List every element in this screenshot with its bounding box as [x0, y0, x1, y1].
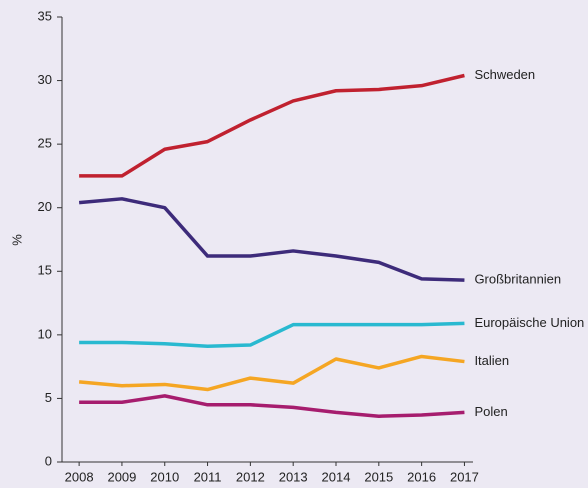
y-tick-label: 0	[45, 453, 52, 468]
x-tick-label: 2011	[194, 469, 222, 484]
x-tick-label: 2012	[236, 469, 265, 484]
y-tick-label: 30	[38, 72, 52, 87]
series-line	[78, 197, 465, 282]
y-tick-label: 10	[38, 326, 52, 341]
legend-label: Polen	[474, 404, 507, 419]
legend-label: Italien	[474, 353, 509, 368]
legend-label: Europäische Union	[474, 315, 584, 330]
x-tick-label: 2008	[65, 469, 94, 484]
x-tick-label: 2014	[322, 469, 351, 484]
legend-label: Großbritannien	[474, 272, 561, 287]
y-tick-label: 5	[45, 390, 52, 405]
series-line	[79, 394, 465, 418]
legend-label: Schweden	[474, 67, 535, 82]
y-tick-label: 25	[38, 136, 52, 151]
series-line	[79, 73, 465, 178]
series-line	[78, 354, 465, 392]
y-tick-label: 35	[38, 8, 52, 23]
x-tick-label: 2016	[407, 469, 436, 484]
x-tick-label: 2013	[279, 469, 308, 484]
x-tick-label: 2015	[364, 469, 393, 484]
y-axis-label: %	[9, 234, 24, 246]
y-tick-label: 15	[38, 263, 52, 278]
x-tick-label: 2009	[107, 469, 136, 484]
series-line	[79, 321, 465, 349]
x-tick-label: 2010	[150, 469, 179, 484]
y-tick-label: 20	[38, 199, 52, 214]
x-tick-label: 2017	[450, 469, 479, 484]
